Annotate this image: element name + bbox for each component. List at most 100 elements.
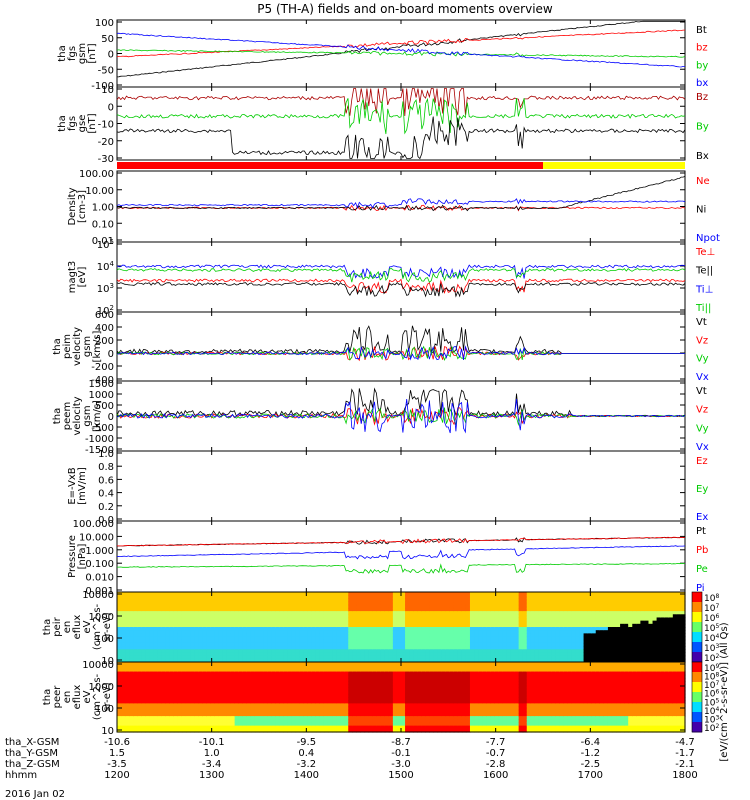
peem_velocity-ylabel-line-2: velocity [72, 396, 83, 435]
peer_spec-ytick-0: 10000 [82, 660, 114, 671]
fgs_gse-series-2 [116, 116, 686, 160]
peer_spec-colorbar-tick-4: 105 [704, 697, 719, 708]
orbit-value-3-0: 1200 [104, 770, 129, 781]
peem_velocity-ylabel-line-4: [km/s] [92, 400, 103, 432]
orbit-value-2-6: -2.1 [675, 759, 695, 770]
peim_velocity-panel: 600 400 200 0 -200 -400 tha peim velocity gsm [km/… [52, 310, 709, 386]
peer_spec-ytick-1: 1000 [89, 682, 114, 693]
peir_spec-ylabel-line-0: tha [42, 619, 53, 635]
peir_spec-ytick-1: 1000 [89, 612, 114, 623]
peim_velocity-legend-0: Vt [696, 317, 707, 328]
fgs_gsm-ylabel-line-3: [nT] [87, 43, 98, 63]
peem_velocity-series-2 [116, 407, 686, 427]
peem_velocity-ylabel-line-0: tha [52, 408, 63, 424]
temperature-series-2 [116, 264, 686, 280]
fgs_gsm-legend-2: by [696, 60, 708, 71]
fgs_gse-ylabel-line-0: tha [57, 115, 68, 131]
figure-title: P5 (TH-A) fields and on-board moments ov… [257, 2, 553, 16]
fgs_gse-legend-2: Bx [696, 151, 709, 162]
peer_spec-colorbar-tick-6: 103 [704, 714, 719, 725]
orbit-value-1-6: -1.7 [675, 748, 695, 759]
peer_spec-colorbar-tick-5: 104 [704, 706, 719, 717]
peim_velocity-ylabel-line-3: gsm [82, 336, 93, 357]
efield-legend-1: Ey [696, 484, 708, 495]
density-legend-0: Ne [696, 176, 710, 187]
peir_spec-colorbar-tick-3: 105 [704, 623, 719, 634]
orbit-value-3-6: 1800 [672, 770, 697, 781]
orbit-value-1-4: -0.7 [486, 748, 506, 759]
orbit-value-0-6: -4.7 [675, 737, 695, 748]
peem_velocity-ylabel-line-1: peem [62, 402, 73, 430]
fgs_gse-legend-1: By [696, 122, 709, 133]
pressure-ytick-5: 0.001 [85, 586, 114, 597]
fgs_gse-series-0 [116, 88, 686, 117]
fgs_gsm-legend-0: Bt [696, 25, 707, 36]
peir_spec-ytick-2: 100 [95, 634, 114, 645]
density-ylabel-line-0: Density [67, 187, 78, 225]
fgs_gsm-series-2 [116, 49, 686, 58]
peim_velocity-ytick-2: 200 [95, 336, 114, 347]
density-series-1 [116, 176, 686, 212]
orbit-value-2-0: -3.5 [107, 759, 127, 770]
peem_velocity-series-3 [116, 399, 686, 434]
efield-ylabel-line-0: E=-VxB [67, 467, 78, 504]
mode-bar-segment-1 [543, 162, 685, 169]
fgs_gse-panel: 10 0 -10 -20 -30 tha fgs gse [nT] Bz By Bx [57, 85, 709, 165]
fgs_gse-ylabel-line-2: gse [77, 115, 88, 133]
peer_spec-ylabel-line-1: peer [52, 685, 63, 709]
efield-legend-0: Ez [696, 456, 708, 467]
peir_spec-colorbar-tick-0: 108 [704, 593, 719, 604]
density-ylabel-line-1: [cm-3] [77, 190, 88, 223]
fgs_gse-ytick-4: -30 [98, 154, 114, 165]
orbit-value-3-1: 1300 [199, 770, 224, 781]
peem_velocity-legend-0: Vt [696, 386, 707, 397]
peem_velocity-legend-1: Vz [696, 405, 708, 416]
temperature-series-1 [116, 282, 686, 298]
fgs_gsm-ytick-2: 0 [108, 50, 114, 61]
peir_spec-ytick-0: 10000 [82, 590, 114, 601]
orbit-value-1-2: 0.4 [298, 748, 314, 759]
orbit-label-1: tha_Y-GSM [5, 748, 58, 759]
peir_spec-ytick-3: 10 [101, 656, 114, 667]
peem_velocity-legend-2: Vy [696, 423, 709, 434]
peim_velocity-ytick-3: 0 [108, 349, 114, 360]
fgs_gse-ytick-0: 10 [101, 85, 114, 96]
pressure-legend-0: Pt [696, 526, 706, 537]
orbit-value-2-3: -3.0 [391, 759, 411, 770]
peer_spec-colorbar-tick-7: 102 [704, 723, 719, 734]
peer_spec-ylabel-line-3: eflux [72, 685, 83, 710]
pressure-series-3 [116, 545, 686, 560]
efield-ylabel-line-1: [mV/m] [77, 467, 88, 505]
fgs_gsm-legend-3: bx [696, 78, 708, 89]
efield-ytick-1: 0.8 [98, 462, 114, 473]
fgs_gsm-panel: 100 50 0 -50 -100 tha fgs gsm [nT] Bt bz by bx [57, 18, 708, 92]
fgs_gsm-ylabel-line-1: fgs [67, 46, 78, 61]
fgs_gse-ylabel-line-3: [nT] [87, 113, 98, 133]
peir_spec-colorbar-tick-6: 102 [704, 653, 719, 664]
efield-ytick-3: 0.4 [98, 489, 114, 500]
peem_velocity-ytick-1: 1000 [89, 390, 114, 401]
temperature-legend-0: Te⊥ [695, 247, 715, 258]
peem_velocity-ytick-4: -500 [91, 423, 114, 434]
pressure-legend-2: Pe [696, 564, 708, 575]
orbit-label-2: tha_Z-GSM [5, 759, 60, 770]
temperature-series-0 [116, 278, 686, 294]
density-legend-2: Npot [696, 233, 720, 244]
temperature-legend-2: Ti⊥ [695, 284, 713, 295]
orbit-value-2-2: -3.2 [297, 759, 317, 770]
orbit-value-0-4: -7.7 [486, 737, 506, 748]
peim_velocity-ylabel-line-2: velocity [72, 327, 83, 366]
fgs_gsm-ytick-0: 100 [95, 18, 114, 29]
peir_spec-ylabel-line-3: eflux [72, 615, 83, 640]
peer_spec-ytick-3: 10 [101, 726, 114, 737]
pressure-ylabel-line-1: [nPa] [77, 543, 88, 569]
peer_spec-ylabel-line-0: tha [42, 689, 53, 705]
orbit-value-0-1: -10.1 [199, 737, 225, 748]
peer_spec-ylabel-line-6: sr-eV) [102, 682, 113, 711]
fgs_gse-ytick-1: 0 [108, 102, 114, 113]
